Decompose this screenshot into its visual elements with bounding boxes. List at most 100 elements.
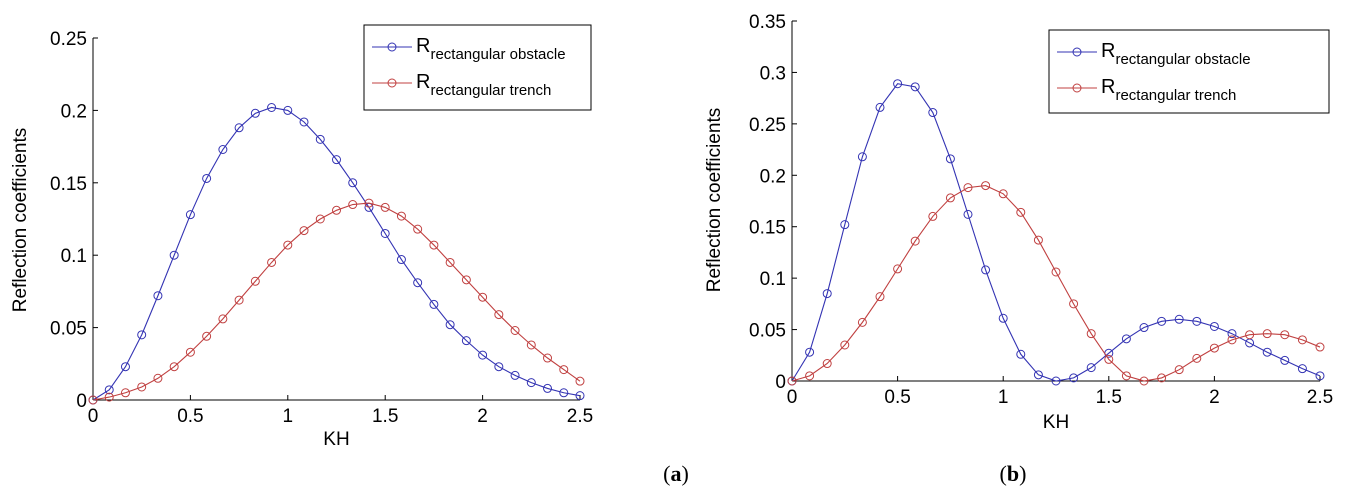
data-point-series-0 — [1139, 323, 1149, 333]
data-point-series-1 — [478, 292, 488, 302]
series-line-0 — [791, 83, 1321, 382]
data-point-series-0 — [1192, 316, 1202, 326]
data-point-series-0 — [1016, 349, 1026, 359]
data-point-series-1 — [202, 331, 212, 341]
data-point-series-1 — [1051, 267, 1061, 277]
chart-panel-a: 0 0.5 1 1.5 2 2.5 0 0.05 0.1 0.15 0.2 0.25 KH Reflect… — [10, 24, 593, 450]
x-tick-label: 1 — [283, 406, 294, 427]
data-point-series-1 — [267, 257, 277, 267]
y-tick-label: 0 — [76, 391, 87, 412]
y-tick-label: 0 — [775, 372, 786, 393]
data-point-series-1 — [461, 275, 471, 285]
data-point-series-0 — [805, 347, 815, 357]
data-point-series-0 — [1209, 321, 1219, 331]
legend-marker-0 — [387, 42, 397, 52]
data-point-series-1 — [575, 376, 585, 386]
data-point-series-1 — [234, 295, 244, 305]
legend-marker-1 — [1072, 83, 1082, 93]
data-point-series-0 — [445, 320, 455, 330]
data-point-series-1 — [1315, 342, 1325, 352]
data-point-series-0 — [283, 105, 293, 115]
data-point-series-1 — [1104, 354, 1114, 364]
data-point-series-1 — [1245, 330, 1255, 340]
data-point-series-1 — [494, 310, 504, 320]
data-point-series-1 — [1262, 329, 1272, 339]
x-axis-label: KH — [1043, 412, 1069, 433]
legend-subscript-text: rectangular obstacle — [430, 46, 565, 63]
data-point-series-1 — [413, 224, 423, 234]
data-point-series-0 — [267, 103, 277, 113]
data-point-series-0 — [928, 108, 938, 118]
data-point-series-0 — [893, 79, 903, 89]
data-point-series-0 — [1262, 347, 1272, 357]
data-point-series-0 — [1174, 314, 1184, 324]
data-point-series-1 — [364, 198, 374, 208]
data-point-series-1 — [945, 193, 955, 203]
data-point-series-1 — [1209, 343, 1219, 353]
legend-entry-1: Rrectangular trench — [1101, 76, 1236, 104]
y-axis-label: Reflection coefficients — [10, 128, 31, 312]
data-point-series-1 — [1069, 299, 1079, 309]
data-point-series-1 — [1192, 353, 1202, 363]
x-tick-label: 2 — [1209, 387, 1220, 408]
data-point-series-0 — [153, 291, 163, 301]
legend-marker-1 — [387, 78, 397, 88]
data-point-series-1 — [104, 392, 114, 402]
legend-main-text: R — [416, 35, 430, 57]
data-point-series-1 — [250, 276, 260, 286]
data-point-series-0 — [461, 336, 471, 346]
data-point-series-0 — [1297, 364, 1307, 374]
x-tick-label: 2.5 — [567, 406, 593, 427]
legend-main-text: R — [1101, 40, 1115, 62]
data-point-series-0 — [998, 313, 1008, 323]
data-point-series-1 — [526, 340, 536, 350]
data-point-series-1 — [332, 205, 341, 215]
data-point-series-0 — [413, 278, 423, 288]
data-point-series-0 — [510, 370, 520, 380]
data-point-series-0 — [218, 144, 228, 154]
series-line-1 — [92, 202, 581, 401]
data-point-series-0 — [380, 228, 390, 238]
series-line-0 — [92, 106, 581, 401]
data-point-series-1 — [1086, 329, 1096, 339]
data-point-series-0 — [1121, 334, 1131, 344]
data-point-series-1 — [299, 226, 309, 236]
data-point-series-0 — [429, 299, 439, 309]
data-point-series-0 — [822, 289, 832, 299]
data-point-series-0 — [981, 265, 991, 275]
x-tick-label: 2 — [477, 406, 488, 427]
data-point-series-1 — [396, 211, 406, 221]
data-point-series-0 — [169, 250, 179, 260]
data-point-series-0 — [478, 350, 488, 360]
y-tick-label: 0.1 — [61, 246, 87, 267]
data-point-series-1 — [1227, 335, 1237, 345]
data-point-series-0 — [910, 82, 920, 92]
data-point-series-1 — [559, 365, 569, 375]
data-point-series-0 — [202, 173, 212, 183]
y-axis-label: Reflection coefficients — [704, 108, 725, 292]
legend-entry-1: Rrectangular trench — [416, 71, 551, 99]
data-point-series-0 — [1280, 355, 1290, 365]
data-point-series-1 — [840, 340, 850, 350]
data-point-series-0 — [494, 362, 504, 372]
y-tick-label: 0.1 — [760, 269, 786, 290]
data-point-series-1 — [429, 240, 439, 250]
data-point-series-1 — [910, 236, 920, 246]
data-point-series-0 — [575, 391, 585, 401]
y-tick-label: 0.25 — [749, 115, 786, 136]
data-point-series-0 — [963, 209, 973, 219]
y-tick-label: 0.2 — [61, 101, 87, 122]
data-point-series-0 — [857, 152, 867, 162]
data-point-series-1 — [153, 373, 163, 383]
data-point-series-0 — [104, 385, 114, 395]
data-point-series-0 — [875, 102, 885, 112]
caption-b: (b) — [1000, 461, 1027, 486]
data-point-series-0 — [1227, 329, 1237, 339]
data-point-series-0 — [185, 210, 195, 220]
x-tick-label: 0 — [88, 406, 99, 427]
data-point-series-1 — [928, 211, 938, 221]
y-tick-label: 0.05 — [749, 321, 786, 342]
data-point-series-0 — [559, 388, 569, 398]
data-point-series-0 — [396, 255, 406, 265]
data-point-series-1 — [445, 257, 455, 267]
